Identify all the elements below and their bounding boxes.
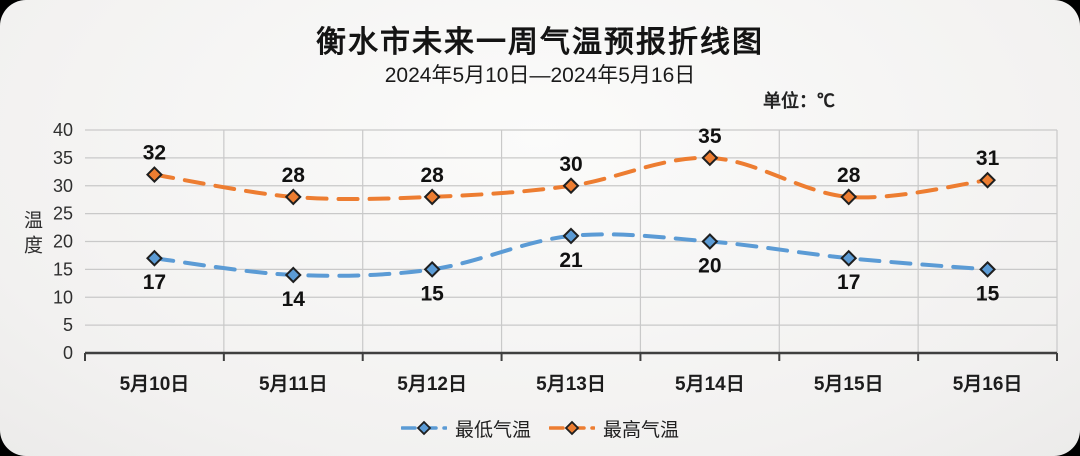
max-temp-data-label: 28 (420, 164, 444, 187)
max-temp-marker (423, 188, 441, 206)
legend-label-min-temp: 最低气温 (454, 419, 531, 441)
min-temp-marker (701, 233, 719, 250)
y-tick-label: 0 (63, 343, 73, 363)
max-temp-marker (979, 171, 996, 189)
max-temp-data-label: 31 (976, 147, 1000, 170)
min-temp-marker (423, 260, 441, 278)
y-tick-label: 10 (53, 287, 73, 307)
chart-title: 衡水市未来一周气温预报折线图 (316, 26, 764, 59)
min-temp-marker (979, 260, 996, 278)
min-temp-marker (284, 266, 302, 284)
y-tick-label: 25 (53, 204, 73, 224)
max-temp-data-label: 28 (282, 164, 306, 187)
legend: 最低气温 最高气温 (0, 412, 1080, 444)
min-temp-marker (562, 227, 580, 245)
x-tick-label: 5月11日 (259, 374, 328, 395)
max-temp-data-label: 30 (559, 153, 582, 176)
min-temp-legend-marker-icon (400, 420, 447, 436)
x-tick-labels: 5月10日 5月11日 5月12日 5月13日 5月14日 5月15日 5月16日 (120, 374, 1023, 395)
max-temp-legend-marker-icon (549, 420, 595, 436)
max-temp-series: 32 28 28 30 35 28 31 (143, 125, 1000, 206)
legend-diamond (416, 420, 432, 436)
max-temp-data-label: 28 (837, 164, 861, 187)
min-temp-data-label: 17 (837, 271, 860, 294)
y-tick-label: 35 (53, 148, 73, 168)
unit-label: 单位：℃ (763, 91, 835, 111)
x-tick-label: 5月15日 (814, 374, 884, 395)
min-temp-data-label: 20 (698, 255, 721, 278)
max-temp-marker (284, 188, 302, 206)
min-temp-data-label: 21 (559, 249, 583, 272)
x-tick-label: 5月16日 (953, 374, 1023, 395)
min-temp-data-label: 15 (420, 282, 444, 305)
x-tick-label: 5月14日 (675, 374, 745, 395)
min-temp-marker (146, 249, 163, 267)
max-temp-marker (562, 177, 580, 195)
x-tick-label: 5月12日 (397, 374, 467, 395)
min-temp-series: 17 14 15 21 20 17 15 (143, 227, 1000, 311)
min-temp-marker (840, 249, 858, 267)
y-tick-label: 30 (53, 176, 73, 196)
min-temp-data-label: 14 (282, 288, 306, 311)
legend-item-max-temp: 最高气温 (549, 415, 679, 442)
x-axis (84, 351, 1058, 361)
legend-item-min-temp: 最低气温 (400, 415, 531, 442)
legend-diamond (564, 420, 580, 436)
max-temp-marker (146, 166, 163, 184)
max-temp-marker (701, 149, 719, 167)
max-temp-marker (840, 188, 858, 206)
x-tick-label: 5月10日 (120, 374, 190, 395)
y-tick-label: 5 (63, 315, 73, 335)
min-temp-data-label: 17 (143, 271, 166, 294)
min-temp-data-label: 15 (976, 282, 1000, 305)
y-tick-label: 40 (53, 120, 73, 140)
y-axis-title: 温度 (21, 210, 42, 260)
max-temp-data-label: 35 (698, 125, 722, 148)
max-temp-data-label: 32 (143, 142, 166, 165)
y-tick-label: 15 (53, 259, 73, 279)
y-tick-label: 20 (53, 232, 73, 252)
legend-label-max-temp: 最高气温 (603, 419, 680, 441)
x-tick-label: 5月13日 (536, 374, 606, 395)
y-tick-labels: 0 5 10 15 20 25 30 35 40 (53, 120, 73, 363)
chart-subtitle: 2024年5月10日—2024年5月16日 (384, 64, 696, 87)
